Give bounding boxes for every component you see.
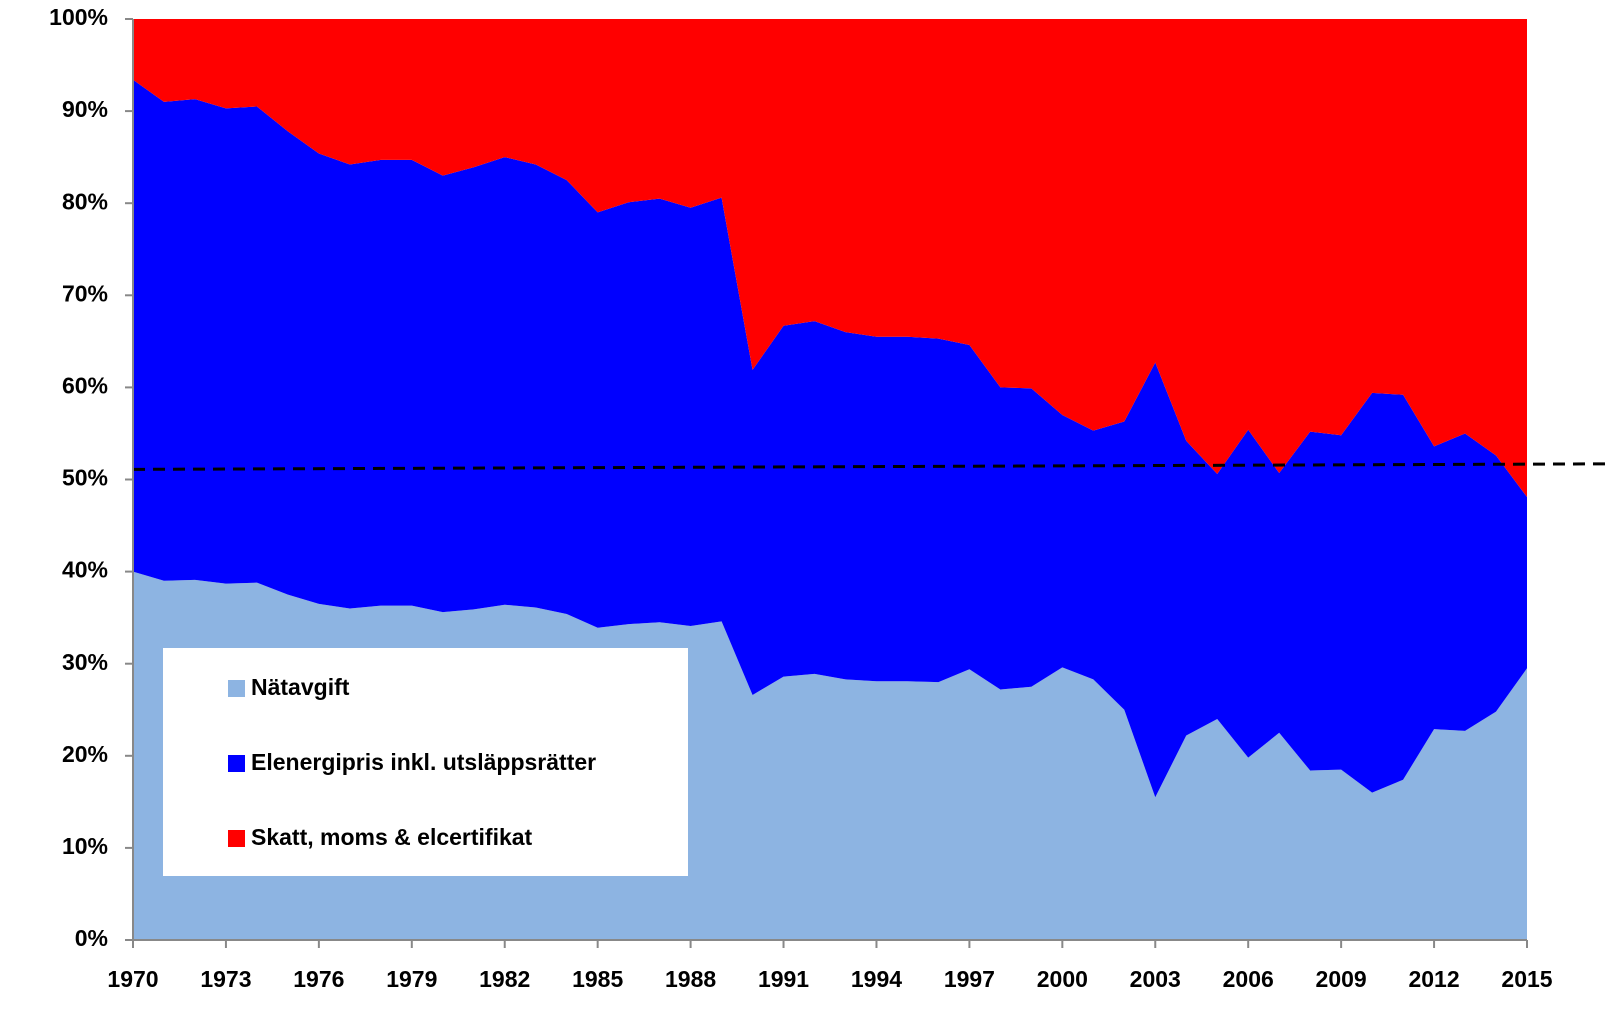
x-tick-label: 1970 xyxy=(107,966,158,992)
x-tick-label: 1982 xyxy=(479,966,530,992)
legend-label: Elenergipris inkl. utsläppsrätter xyxy=(251,749,596,775)
area xyxy=(133,19,1527,497)
x-tick-label: 1973 xyxy=(200,966,251,992)
legend-swatch xyxy=(228,680,245,697)
x-tick-label: 1997 xyxy=(944,966,995,992)
legend-swatch xyxy=(228,830,245,847)
legend-swatch xyxy=(228,755,245,772)
x-tick-label: 1988 xyxy=(665,966,716,992)
y-tick-label: 40% xyxy=(62,557,108,583)
x-tick-label: 2015 xyxy=(1501,966,1552,992)
y-tick-label: 30% xyxy=(62,649,108,675)
x-tick-label: 2006 xyxy=(1223,966,1274,992)
x-tick-label: 1994 xyxy=(851,966,902,992)
y-tick-label: 80% xyxy=(62,188,108,214)
legend-label: Skatt, moms & elcertifikat xyxy=(251,824,533,850)
y-tick-label: 20% xyxy=(62,741,108,767)
x-tick-label: 2012 xyxy=(1408,966,1459,992)
reference-line xyxy=(132,462,1608,471)
x-tick-label: 2009 xyxy=(1316,966,1367,992)
y-tick-label: 10% xyxy=(62,833,108,859)
y-tick-label: 100% xyxy=(49,4,108,30)
legend: Nätavgift Elenergipris inkl. utsläppsrätt… xyxy=(163,648,688,876)
area xyxy=(133,79,1527,798)
x-tick-label: 1976 xyxy=(293,966,344,992)
x-tick-label: 1991 xyxy=(758,966,809,992)
y-tick-label: 50% xyxy=(62,465,108,491)
y-tick-label: 70% xyxy=(62,280,108,306)
legend-box xyxy=(163,648,688,876)
x-tick-label: 2003 xyxy=(1130,966,1181,992)
y-tick-label: 90% xyxy=(62,96,108,122)
x-tick-label: 1985 xyxy=(572,966,623,992)
legend-label: Nätavgift xyxy=(251,674,350,700)
y-tick-label: 60% xyxy=(62,372,108,398)
y-tick-label: 0% xyxy=(75,925,108,951)
x-tick-label: 2000 xyxy=(1037,966,1088,992)
x-tick-label: 1979 xyxy=(386,966,437,992)
